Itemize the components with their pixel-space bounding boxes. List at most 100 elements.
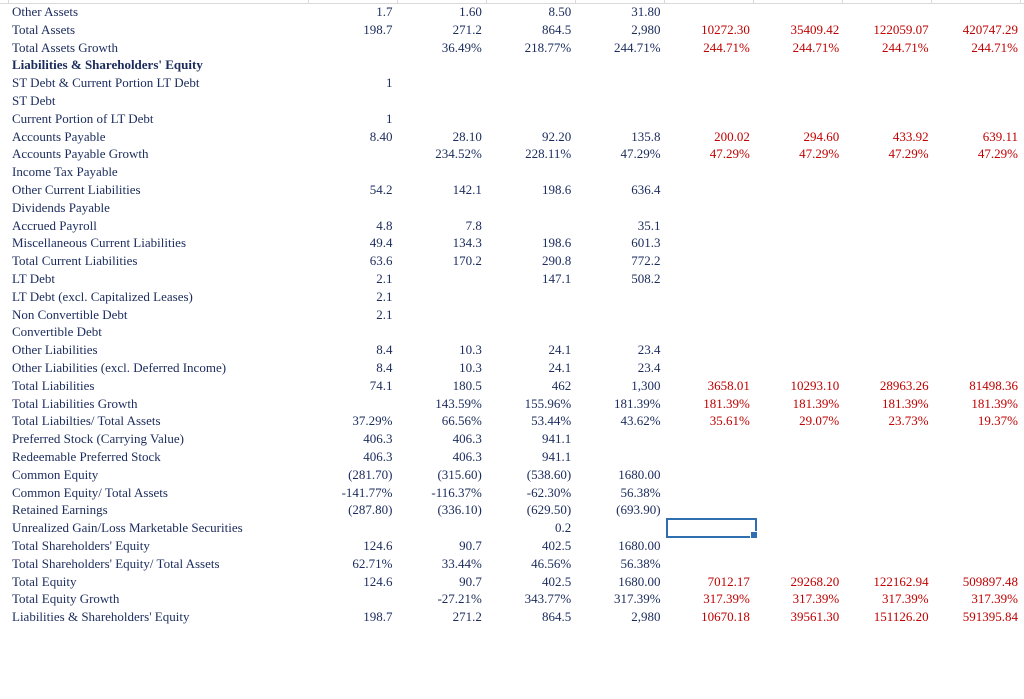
cell[interactable] xyxy=(667,199,756,217)
row-label[interactable]: Preferred Stock (Carrying Value) xyxy=(8,430,309,448)
cell[interactable]: 35.1 xyxy=(577,217,666,235)
row-label[interactable]: Redeemable Preferred Stock xyxy=(8,448,309,466)
cell[interactable]: 10.3 xyxy=(399,341,488,359)
cell[interactable]: -62.30% xyxy=(488,484,577,502)
cell[interactable] xyxy=(845,466,934,484)
cell[interactable]: 2,980 xyxy=(577,21,666,39)
cell[interactable] xyxy=(667,110,756,128)
cell[interactable] xyxy=(756,217,845,235)
cell[interactable]: 151126.20 xyxy=(845,608,934,626)
cell[interactable] xyxy=(935,288,1024,306)
cell[interactable]: (287.80) xyxy=(309,501,398,519)
cell[interactable] xyxy=(667,519,756,537)
cell[interactable]: 90.7 xyxy=(399,537,488,555)
cell[interactable] xyxy=(488,163,577,181)
cell[interactable] xyxy=(667,501,756,519)
cell[interactable] xyxy=(399,92,488,110)
cell[interactable] xyxy=(577,323,666,341)
cell[interactable]: 23.4 xyxy=(577,359,666,377)
cell[interactable]: 271.2 xyxy=(399,608,488,626)
cell[interactable]: 54.2 xyxy=(309,181,398,199)
cell[interactable]: 37.29% xyxy=(309,412,398,430)
cell[interactable] xyxy=(935,466,1024,484)
cell[interactable] xyxy=(756,270,845,288)
row-label[interactable]: LT Debt (excl. Capitalized Leases) xyxy=(8,288,309,306)
cell[interactable]: 941.1 xyxy=(488,430,577,448)
cell[interactable] xyxy=(845,341,934,359)
cell[interactable]: 1680.00 xyxy=(577,573,666,591)
cell[interactable] xyxy=(577,74,666,92)
cell[interactable] xyxy=(577,110,666,128)
cell[interactable]: 181.39% xyxy=(845,395,934,413)
cell[interactable] xyxy=(756,56,845,74)
cell[interactable]: 31.80 xyxy=(577,3,666,21)
cell[interactable] xyxy=(667,359,756,377)
cell[interactable] xyxy=(577,288,666,306)
cell[interactable] xyxy=(935,181,1024,199)
cell[interactable]: 24.1 xyxy=(488,359,577,377)
cell[interactable] xyxy=(309,145,398,163)
cell[interactable]: 74.1 xyxy=(309,377,398,395)
cell[interactable]: 294.60 xyxy=(756,128,845,146)
cell[interactable] xyxy=(667,555,756,573)
cell[interactable] xyxy=(845,252,934,270)
cell[interactable]: 271.2 xyxy=(399,21,488,39)
row-label[interactable]: Accounts Payable xyxy=(8,128,309,146)
cell[interactable]: 402.5 xyxy=(488,537,577,555)
cell[interactable]: 228.11% xyxy=(488,145,577,163)
cell[interactable]: 8.4 xyxy=(309,341,398,359)
cell[interactable]: 244.71% xyxy=(935,39,1024,57)
cell[interactable] xyxy=(667,74,756,92)
cell[interactable]: 10293.10 xyxy=(756,377,845,395)
cell[interactable] xyxy=(845,163,934,181)
cell[interactable]: 147.1 xyxy=(488,270,577,288)
cell[interactable]: 2.1 xyxy=(309,270,398,288)
cell[interactable] xyxy=(488,323,577,341)
cell[interactable] xyxy=(756,341,845,359)
cell[interactable]: 49.4 xyxy=(309,234,398,252)
cell[interactable] xyxy=(756,359,845,377)
cell[interactable] xyxy=(935,110,1024,128)
cell[interactable] xyxy=(845,288,934,306)
cell[interactable] xyxy=(399,163,488,181)
cell[interactable]: 1680.00 xyxy=(577,537,666,555)
cell[interactable]: 317.39% xyxy=(756,590,845,608)
cell[interactable]: 1680.00 xyxy=(577,466,666,484)
cell[interactable] xyxy=(488,288,577,306)
cell[interactable] xyxy=(756,306,845,324)
row-label[interactable]: Other Liabilities xyxy=(8,341,309,359)
cell[interactable] xyxy=(309,199,398,217)
cell[interactable]: 29268.20 xyxy=(756,573,845,591)
row-label[interactable]: Retained Earnings xyxy=(8,501,309,519)
row-label[interactable]: Dividends Payable xyxy=(8,199,309,217)
cell[interactable] xyxy=(935,252,1024,270)
cell[interactable]: 62.71% xyxy=(309,555,398,573)
cell[interactable]: -116.37% xyxy=(399,484,488,502)
cell[interactable] xyxy=(399,519,488,537)
cell[interactable] xyxy=(309,323,398,341)
cell[interactable]: 462 xyxy=(488,377,577,395)
cell[interactable] xyxy=(845,56,934,74)
row-label[interactable]: Unrealized Gain/Loss Marketable Securiti… xyxy=(8,519,309,537)
cell[interactable]: 1,300 xyxy=(577,377,666,395)
cell[interactable] xyxy=(488,306,577,324)
cell[interactable] xyxy=(935,234,1024,252)
cell[interactable]: 406.3 xyxy=(399,448,488,466)
cell[interactable] xyxy=(935,74,1024,92)
row-label[interactable]: Total Current Liabilities xyxy=(8,252,309,270)
cell[interactable]: 35409.42 xyxy=(756,21,845,39)
cell[interactable]: 181.39% xyxy=(667,395,756,413)
cell[interactable]: 1 xyxy=(309,74,398,92)
cell[interactable] xyxy=(488,110,577,128)
cell[interactable]: 23.73% xyxy=(845,412,934,430)
row-label[interactable]: Miscellaneous Current Liabilities xyxy=(8,234,309,252)
cell[interactable] xyxy=(309,395,398,413)
cell[interactable]: 122059.07 xyxy=(845,21,934,39)
cell[interactable] xyxy=(399,74,488,92)
cell[interactable] xyxy=(845,217,934,235)
row-label[interactable]: Current Portion of LT Debt xyxy=(8,110,309,128)
cell[interactable] xyxy=(667,341,756,359)
cell[interactable] xyxy=(935,199,1024,217)
cell[interactable]: 317.39% xyxy=(845,590,934,608)
cell[interactable] xyxy=(845,359,934,377)
